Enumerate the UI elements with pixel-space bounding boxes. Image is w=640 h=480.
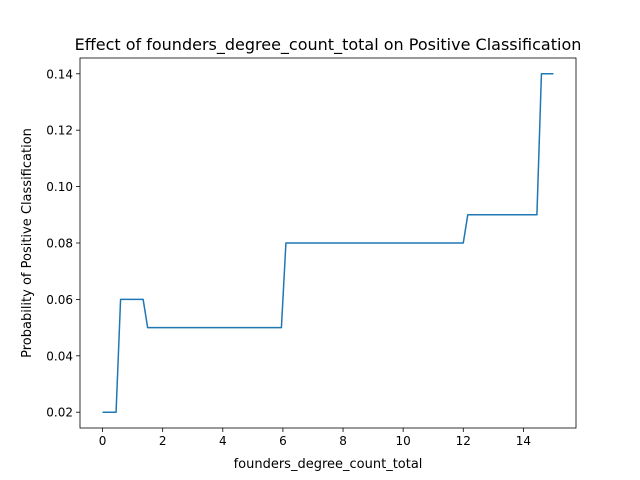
y-tick-label: 0.14 xyxy=(46,67,73,81)
y-axis: 0.02 0.04 0.06 0.08 0.10 0.12 0.14 xyxy=(46,67,80,420)
chart-title: Effect of founders_degree_count_total on… xyxy=(75,35,582,55)
y-tick-label: 0.06 xyxy=(46,293,73,307)
y-tick-label: 0.08 xyxy=(46,237,73,251)
x-axis-label: founders_degree_count_total xyxy=(234,457,423,472)
y-tick-label: 0.12 xyxy=(46,124,73,138)
x-tick-label: 14 xyxy=(516,434,531,448)
y-tick-label: 0.10 xyxy=(46,180,73,194)
x-tick-label: 6 xyxy=(279,434,287,448)
series-line xyxy=(102,73,554,413)
y-tick-label: 0.04 xyxy=(46,349,73,363)
y-tick-label: 0.02 xyxy=(46,406,73,420)
x-tick-label: 4 xyxy=(219,434,227,448)
x-tick-label: 2 xyxy=(159,434,167,448)
y-axis-label: Probability of Positive Classification xyxy=(20,128,35,358)
x-tick-label: 12 xyxy=(456,434,471,448)
x-tick-label: 8 xyxy=(339,434,347,448)
plot-frame xyxy=(79,57,577,429)
x-tick-label: 10 xyxy=(396,434,411,448)
x-axis: 0 2 4 6 8 10 12 14 xyxy=(99,428,531,448)
x-tick-label: 0 xyxy=(99,434,107,448)
